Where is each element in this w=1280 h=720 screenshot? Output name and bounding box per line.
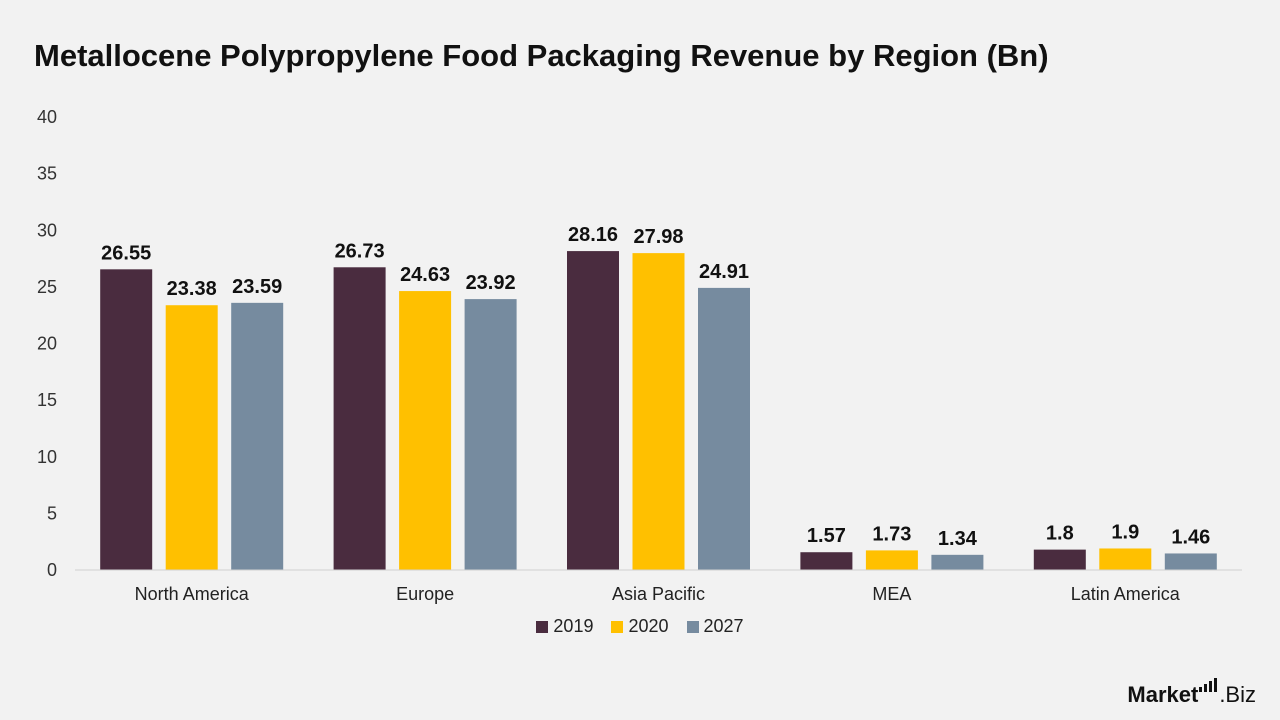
data-label: 1.46 xyxy=(1171,526,1210,548)
signal-bars-icon xyxy=(1199,678,1218,692)
y-tick-label: 35 xyxy=(37,164,57,184)
x-category-label: MEA xyxy=(872,584,911,604)
data-label: 24.63 xyxy=(400,264,450,286)
brand-logo: Market .Biz xyxy=(1127,678,1256,708)
data-label: 23.92 xyxy=(466,272,516,294)
chart-title: Metallocene Polypropylene Food Packaging… xyxy=(34,38,1049,73)
legend-item-2020: 2020 xyxy=(611,616,669,637)
y-tick-label: 10 xyxy=(37,447,57,467)
bar-north-america-2019 xyxy=(100,269,153,570)
y-axis: 0 5 10 15 20 25 30 35 40 xyxy=(37,107,57,580)
data-label: 28.16 xyxy=(568,224,618,246)
y-tick-label: 30 xyxy=(37,220,57,240)
bar-latin-america-2019 xyxy=(1033,549,1086,570)
data-label: 27.98 xyxy=(633,226,683,248)
bar-europe-2027 xyxy=(464,299,517,570)
legend-label: 2019 xyxy=(553,616,594,636)
bar-mea-2019 xyxy=(800,552,853,570)
legend-item-2027: 2027 xyxy=(686,616,744,637)
x-category-label: Europe xyxy=(396,584,454,604)
data-label: 1.8 xyxy=(1046,523,1074,545)
legend-item-2019: 2019 xyxy=(536,616,593,637)
bar-europe-2019 xyxy=(333,267,386,570)
data-label: 26.55 xyxy=(101,242,151,264)
bar-asia-pacific-2020 xyxy=(632,253,685,570)
data-label: 1.9 xyxy=(1111,521,1139,543)
legend-swatch xyxy=(611,620,624,633)
data-labels: 26.55 23.38 23.59 26.73 24.63 23.92 28.16 27.98… xyxy=(101,224,1210,550)
bar-asia-pacific-2019 xyxy=(567,251,619,570)
brand-logo-strong: Market xyxy=(1127,682,1199,707)
x-category-label: Asia Pacific xyxy=(612,584,705,604)
data-label: 23.59 xyxy=(232,276,282,298)
data-label: 23.38 xyxy=(167,278,217,300)
y-tick-label: 25 xyxy=(37,277,57,297)
bar-mea-2027 xyxy=(931,554,984,570)
bar-europe-2020 xyxy=(399,291,452,570)
legend: 2019 2020 2027 xyxy=(0,616,1280,637)
legend-label: 2020 xyxy=(628,616,669,636)
data-label: 26.73 xyxy=(335,240,385,262)
bar-latin-america-2020 xyxy=(1099,548,1152,570)
bar-mea-2020 xyxy=(865,550,918,570)
bar-north-america-2027 xyxy=(231,302,284,570)
legend-label: 2027 xyxy=(703,616,744,636)
brand-logo-rest: .Biz xyxy=(1219,682,1256,707)
data-label: 1.57 xyxy=(807,525,846,547)
bar-asia-pacific-2027 xyxy=(698,287,750,570)
bars xyxy=(100,251,1217,570)
data-label: 24.91 xyxy=(699,261,749,283)
y-tick-label: 5 xyxy=(47,503,57,523)
x-axis: North America Europe Asia Pacific MEA Latin … xyxy=(75,569,1242,604)
legend-swatch xyxy=(686,620,699,633)
y-tick-label: 15 xyxy=(37,390,57,410)
y-tick-label: 40 xyxy=(37,107,57,127)
bar-north-america-2020 xyxy=(165,305,218,570)
bar-latin-america-2027 xyxy=(1164,553,1217,570)
legend-swatch xyxy=(536,620,549,633)
x-category-label: North America xyxy=(135,584,250,604)
y-tick-label: 0 xyxy=(47,560,57,580)
data-label: 1.73 xyxy=(872,523,911,545)
y-tick-label: 20 xyxy=(37,334,57,354)
data-label: 1.34 xyxy=(938,528,978,550)
x-category-label: Latin America xyxy=(1071,584,1181,604)
